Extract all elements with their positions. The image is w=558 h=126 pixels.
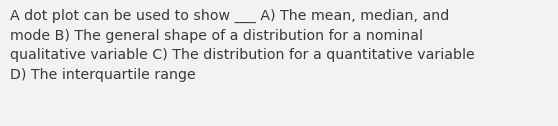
Text: A dot plot can be used to show ___ A) The mean, median, and
mode B) The general : A dot plot can be used to show ___ A) Th… (10, 9, 475, 82)
